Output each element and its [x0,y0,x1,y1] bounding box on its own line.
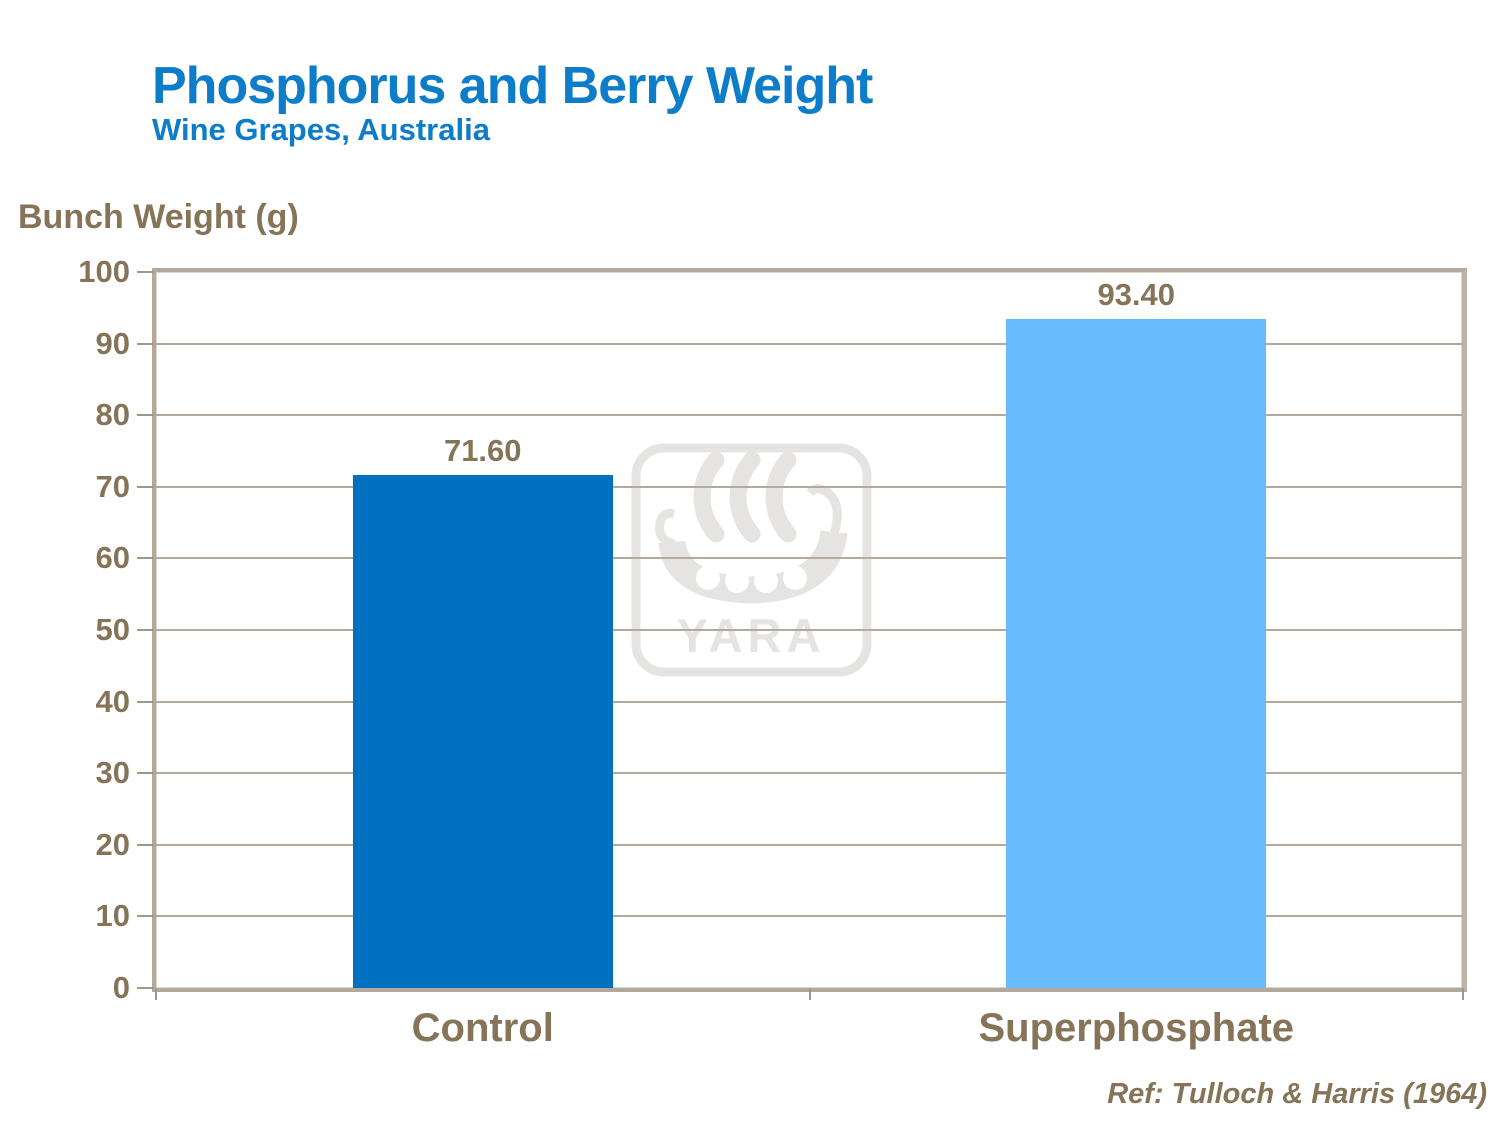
gridline-30 [156,772,1462,775]
y-axis-labels: 0 10 20 30 40 50 60 70 80 90 100 [0,256,130,1003]
gridline-10 [156,915,1462,918]
y-tick-mark-90 [137,342,154,345]
watermark-frame [631,443,872,677]
x-tick-mark-1 [808,988,811,1000]
watermark-wordmark: YARA [677,609,826,662]
bar-superphosphate [1006,319,1267,988]
chart-title: Phosphorus and Berry Weight [152,57,873,115]
y-tick-label-90: 90 [95,325,130,361]
y-tick-mark-0 [137,987,154,989]
y-tick-mark-100 [137,271,154,273]
x-tick-mark-0 [155,988,157,1000]
gridline-50 [156,629,1462,631]
reference-text: Ref: Tulloch & Harris (1964) [1107,1078,1487,1110]
viking-ship-sails-icon [693,451,797,543]
gridline-20 [156,843,1462,846]
y-tick-label-20: 20 [95,826,130,862]
value-label-control: 71.60 [443,433,522,469]
gridline-90 [156,342,1462,345]
value-label-superphosphate: 93.40 [1097,277,1176,313]
yara-logo-watermark: YARA [631,443,872,677]
x-tick-mark-2 [1462,988,1464,1000]
y-tick-mark-80 [137,414,154,417]
y-tick-mark-10 [137,915,154,918]
chart-subtitle: Wine Grapes, Australia [152,112,490,147]
y-tick-label-70: 70 [95,468,130,504]
y-tick-label-40: 40 [95,683,130,719]
viking-ship-hull-icon [655,484,848,604]
y-tick-mark-70 [137,485,154,488]
y-tick-label-50: 50 [95,612,130,647]
y-axis-title: Bunch Weight (g) [18,198,299,236]
y-tick-label-100: 100 [78,254,130,289]
y-tick-mark-60 [137,557,154,560]
category-label-superphosphate: Superphosphate [978,1006,1295,1050]
y-tick-label-80: 80 [95,397,130,433]
category-label-control: Control [411,1006,554,1050]
y-tick-label-30: 30 [95,755,130,791]
y-tick-mark-20 [137,843,154,846]
y-tick-label-0: 0 [112,970,130,1005]
y-tick-mark-50 [137,629,154,631]
y-tick-mark-30 [137,772,154,775]
gridline-80 [156,414,1462,417]
gridline-40 [156,700,1462,703]
plot-area: YARA 71.60 93.40 [152,268,1467,992]
gridline-60 [156,557,1462,560]
gridline-70 [156,485,1462,488]
y-tick-label-10: 10 [95,898,130,934]
y-tick-label-60: 60 [95,540,130,576]
bar-control [352,475,613,988]
y-tick-mark-40 [137,700,154,703]
